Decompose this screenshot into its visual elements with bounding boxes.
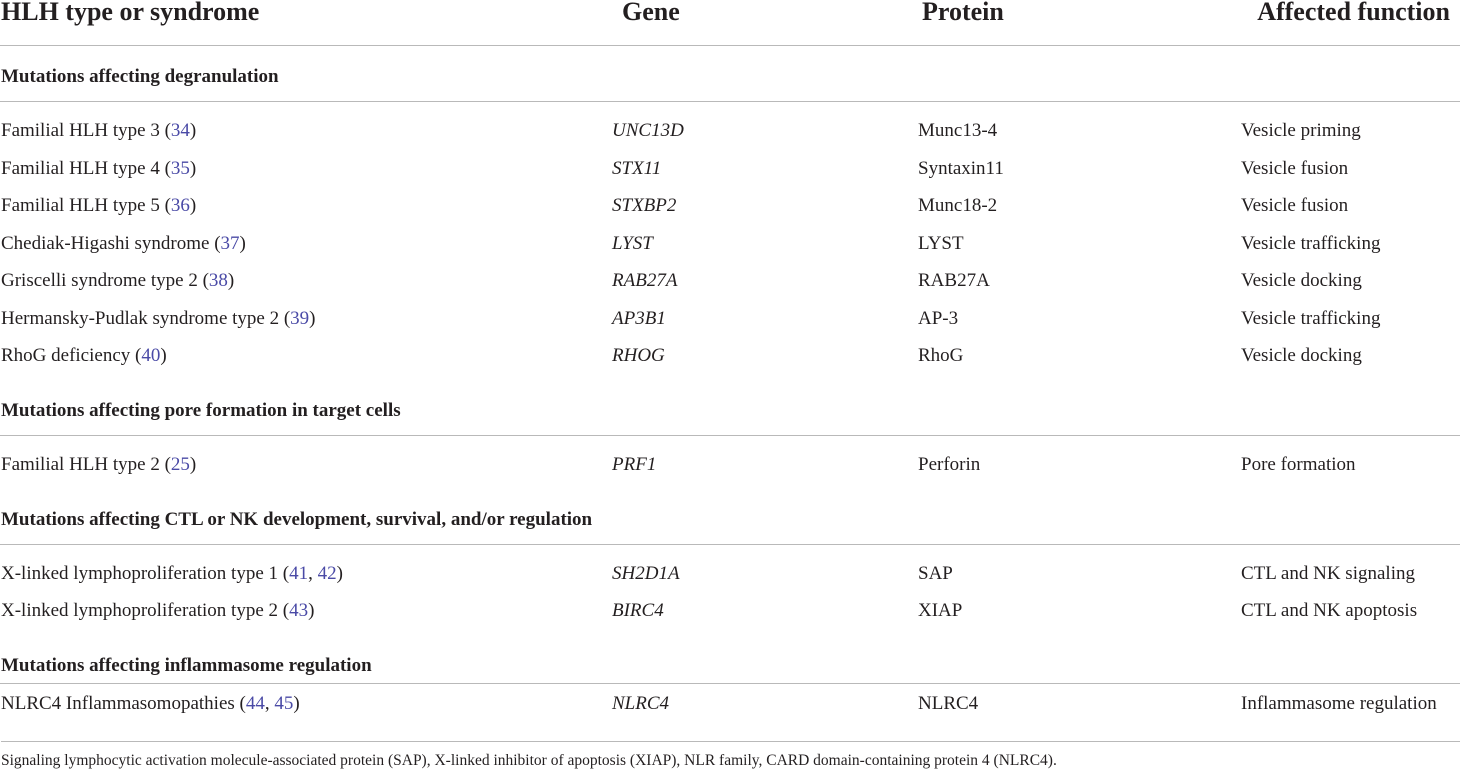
table-row: RhoG deficiency (40) RHOG RhoG Vesicle dock…	[0, 338, 1460, 375]
section-title: Mutations affecting CTL or NK developmen…	[1, 509, 593, 530]
syndrome-cell: Familial HLH type 5 (36)	[1, 195, 197, 216]
function-cell: CTL and NK apoptosis	[1241, 600, 1418, 621]
gene-cell: RAB27A	[612, 270, 678, 291]
protein-cell: LYST	[918, 232, 964, 254]
section-title: Mutations affecting degranulation	[1, 66, 279, 87]
syndrome-cell: Griscelli syndrome type 2 (38)	[1, 270, 235, 291]
section-heading-row: Mutations affecting inflammasome regulat…	[0, 637, 1460, 684]
syndrome-cell: Familial HLH type 3 (34)	[1, 120, 197, 141]
syndrome-cell: X-linked lymphoproliferation type 2 (43)	[1, 600, 315, 621]
function-cell: Vesicle fusion	[1241, 195, 1349, 216]
syndrome-cell: Chediak-Higashi syndrome (37)	[1, 232, 246, 254]
section-heading-row: Mutations affecting pore formation in ta…	[0, 381, 1460, 436]
table-row: Griscelli syndrome type 2 (38) RAB27A RAB2…	[0, 263, 1460, 300]
protein-cell: SAP	[918, 563, 953, 584]
syndrome-name: Griscelli syndrome type 2	[1, 270, 198, 291]
table-row: NLRC4 Inflammasomopathies (44, 45) NLRC4 N…	[0, 686, 1460, 723]
table-header: HLH type or syndrome Gene Protein Affect…	[0, 0, 1460, 46]
table-row: Hermansky-Pudlak syndrome type 2 (39) AP3…	[0, 301, 1460, 338]
table-row: X-linked lymphoproliferation type 1 (41,…	[0, 556, 1460, 593]
reference-link[interactable]: 37	[220, 232, 240, 254]
function-cell: Inflammasome regulation	[1241, 693, 1437, 714]
function-cell: Vesicle priming	[1241, 120, 1361, 141]
protein-cell: RAB27A	[918, 270, 990, 291]
table-row: Familial HLH type 3 (34) UNC13D Munc13-4 Ve…	[0, 113, 1460, 150]
reference-link[interactable]: 45	[274, 693, 294, 714]
syndrome-name: X-linked lymphoproliferation type 2	[1, 600, 279, 621]
table-row: Familial HLH type 4 (35) STX11 Syntaxin11 V…	[0, 151, 1460, 188]
gene-cell: PRF1	[612, 454, 657, 475]
gene-cell: RHOG	[612, 345, 665, 366]
reference-link[interactable]: 38	[208, 270, 228, 291]
syndrome-cell: Familial HLH type 4 (35)	[1, 157, 197, 179]
reference-link[interactable]: 25	[170, 454, 190, 475]
syndrome-name: Familial HLH type 5	[1, 195, 160, 216]
syndrome-name: RhoG deficiency	[1, 345, 131, 366]
syndrome-cell: RhoG deficiency (40)	[1, 345, 167, 366]
table-footnote: Signaling lymphocytic activation molecul…	[1, 741, 1460, 770]
header-gene: Gene	[622, 0, 680, 26]
reference-link[interactable]: 36	[170, 195, 190, 216]
syndrome-name: NLRC4 Inflammasomopathies	[1, 693, 235, 714]
reference-link[interactable]: 43	[289, 600, 309, 621]
reference-link[interactable]: 40	[141, 345, 161, 366]
protein-cell: Perforin	[918, 454, 981, 475]
syndrome-name: X-linked lymphoproliferation type 1	[1, 563, 279, 584]
function-cell: CTL and NK signaling	[1241, 563, 1415, 584]
section-title: Mutations affecting inflammasome regulat…	[1, 655, 372, 676]
table-row: Chediak-Higashi syndrome (37) LYST LYST Ves…	[0, 226, 1460, 263]
reference-link[interactable]: 35	[170, 157, 190, 179]
function-cell: Vesicle trafficking	[1241, 307, 1381, 329]
header-syndrome: HLH type or syndrome	[1, 0, 260, 26]
section-heading-row: Mutations affecting degranulation	[0, 46, 1460, 102]
protein-cell: RhoG	[918, 345, 964, 366]
reference-link[interactable]: 44	[245, 693, 265, 714]
reference-link[interactable]: 41	[289, 563, 309, 584]
header-affected-function: Affected function	[1257, 0, 1450, 26]
syndrome-cell: X-linked lymphoproliferation type 1 (41,…	[1, 563, 343, 584]
section-title: Mutations affecting pore formation in ta…	[1, 400, 401, 421]
function-cell: Pore formation	[1241, 454, 1356, 475]
reference-link[interactable]: 42	[317, 563, 337, 584]
table-row: X-linked lymphoproliferation type 2 (43)…	[0, 593, 1460, 630]
gene-cell: NLRC4	[612, 693, 670, 714]
gene-cell: STX11	[612, 157, 662, 179]
protein-cell: Munc13-4	[918, 120, 998, 141]
section-heading-row: Mutations affecting CTL or NK developmen…	[0, 490, 1460, 545]
function-cell: Vesicle docking	[1241, 345, 1362, 366]
reference-link[interactable]: 34	[170, 120, 190, 141]
function-cell: Vesicle docking	[1241, 270, 1362, 291]
protein-cell: XIAP	[918, 600, 963, 621]
table-row: Familial HLH type 2 (25) PRF1 Perforin Pore…	[0, 447, 1460, 484]
syndrome-cell: Familial HLH type 2 (25)	[1, 454, 197, 475]
gene-cell: UNC13D	[612, 120, 684, 141]
gene-cell: BIRC4	[612, 600, 664, 621]
header-protein: Protein	[922, 0, 1004, 26]
protein-cell: Munc18-2	[918, 195, 998, 216]
gene-cell: AP3B1	[612, 307, 666, 329]
gene-cell: LYST	[612, 232, 653, 254]
gene-cell: SH2D1A	[612, 563, 680, 584]
function-cell: Vesicle fusion	[1241, 157, 1349, 179]
syndrome-name: Chediak-Higashi syndrome	[1, 232, 210, 254]
protein-cell: NLRC4	[918, 693, 979, 714]
syndrome-cell: Hermansky-Pudlak syndrome type 2 (39)	[1, 307, 316, 329]
syndrome-name: Familial HLH type 2	[1, 454, 160, 475]
gene-cell: STXBP2	[612, 195, 677, 216]
syndrome-name: Familial HLH type 3	[1, 120, 160, 141]
table-row: Familial HLH type 5 (36) STXBP2 Munc18-2 Ve…	[0, 188, 1460, 225]
syndrome-name: Familial HLH type 4	[1, 157, 160, 179]
syndrome-cell: NLRC4 Inflammasomopathies (44, 45)	[1, 693, 300, 714]
syndrome-name: Hermansky-Pudlak syndrome type 2	[1, 307, 280, 329]
protein-cell: Syntaxin11	[918, 157, 1004, 179]
function-cell: Vesicle trafficking	[1241, 232, 1381, 254]
protein-cell: AP-3	[918, 307, 959, 329]
reference-link[interactable]: 39	[290, 307, 310, 329]
